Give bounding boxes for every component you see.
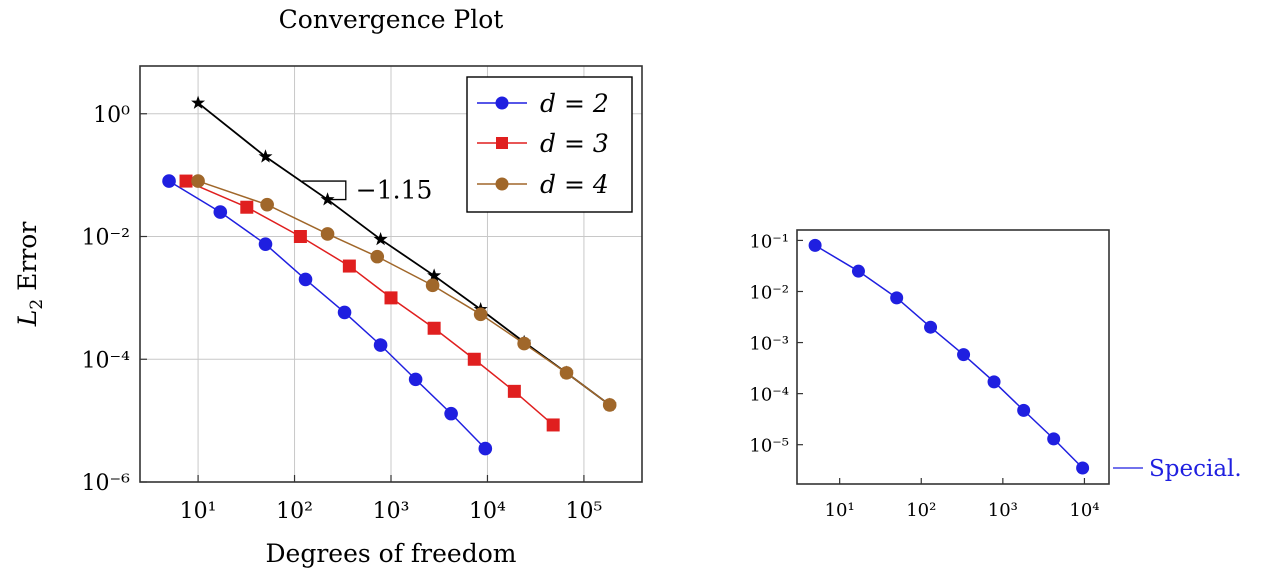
special-y-tick-label: 10⁻⁴	[749, 385, 789, 406]
data-point	[342, 259, 356, 273]
special-series	[808, 238, 1090, 475]
data-point	[373, 338, 388, 352]
series-line	[168, 180, 486, 450]
data-point	[517, 336, 531, 351]
data-point	[559, 366, 574, 380]
data-point	[191, 95, 206, 109]
data-point	[320, 192, 335, 206]
legend-marker-d3	[496, 137, 508, 149]
data-point	[320, 227, 335, 241]
special-data-point	[851, 264, 865, 278]
x-tick-label: 10²	[276, 499, 313, 524]
special-series-layer	[808, 238, 1090, 475]
special-y-tick-label: 10⁻⁵	[749, 436, 789, 457]
special-y-axis-ticks: 10⁻¹ 10⁻² 10⁻³ 10⁻⁴ 10⁻⁵	[749, 231, 803, 457]
special-data-point	[987, 375, 1001, 389]
special-data-point	[808, 238, 822, 252]
legend-label-d3: d = 3	[540, 129, 609, 158]
legend: d = 2 d = 3 d = 4	[466, 76, 633, 213]
x-axis-ticks: 10¹ 10² 10³ 10⁴ 10⁵	[180, 475, 603, 524]
y-tick-label: 10⁻⁴	[82, 348, 131, 373]
data-point	[408, 372, 423, 387]
special-data-point	[957, 348, 971, 362]
data-point	[507, 384, 521, 398]
y-axis-label: L2 Error	[13, 222, 47, 328]
x-tick-label: 10³	[373, 499, 410, 524]
data-point	[384, 291, 398, 305]
legend-marker-d4	[495, 177, 509, 191]
data-point	[425, 278, 440, 293]
data-point	[240, 200, 254, 214]
series-d-4	[191, 174, 617, 412]
special-y-tick-label: 10⁻¹	[749, 231, 789, 252]
special-data-point	[1047, 432, 1061, 446]
data-point	[473, 307, 488, 322]
special-x-tick-label: 10³	[988, 500, 1018, 521]
special-x-tick-label: 10⁴	[1069, 500, 1099, 521]
data-point	[191, 174, 205, 188]
legend-box	[466, 76, 633, 213]
x-tick-label: 10⁴	[469, 499, 506, 524]
y-tick-label: 10⁻²	[82, 226, 130, 251]
slope-triangle: −1.15	[302, 175, 432, 204]
data-point	[293, 230, 307, 244]
slope-triangle-path	[302, 180, 347, 201]
y-tick-label: 10⁰	[93, 103, 130, 128]
legend-item-d3: d = 3	[477, 129, 609, 158]
legend-item-d2: d = 2	[477, 89, 609, 118]
data-point	[427, 321, 441, 335]
series-line	[185, 180, 554, 426]
special-data-point	[890, 291, 904, 305]
special-x-tick-label: 10²	[906, 500, 936, 521]
data-point	[478, 441, 493, 456]
special-x-tick-label: 10¹	[825, 500, 855, 521]
legend-label-d4: d = 4	[540, 170, 609, 199]
special-y-tick-label: 10⁻²	[749, 282, 789, 303]
special-data-point	[1017, 403, 1031, 417]
special-data-point	[924, 320, 938, 334]
data-point	[337, 305, 352, 320]
special-plot-frame	[796, 229, 1110, 485]
data-point	[260, 197, 274, 212]
data-point	[427, 268, 442, 282]
special-series-line	[814, 244, 1084, 469]
legend-marker-d2	[495, 96, 509, 110]
y-tick-label: 10⁻⁶	[82, 471, 131, 496]
data-point	[258, 149, 273, 163]
data-point	[162, 174, 176, 188]
x-axis-label: Degrees of freedom	[266, 539, 517, 568]
x-tick-label: 10¹	[180, 499, 217, 524]
special-annotation-label: Special.	[1149, 456, 1242, 482]
series-d-3	[179, 174, 560, 432]
data-point	[370, 249, 385, 264]
data-point	[258, 237, 273, 251]
data-point	[546, 418, 560, 432]
data-point	[213, 205, 228, 219]
data-point	[467, 352, 481, 366]
special-x-axis-ticks: 10¹ 10² 10³ 10⁴	[825, 478, 1100, 521]
data-point	[373, 231, 388, 246]
chart-title: Convergence Plot	[279, 5, 504, 34]
legend-label-d2: d = 2	[540, 89, 609, 118]
special-data-point	[1076, 461, 1090, 475]
series-layer	[162, 95, 617, 456]
series-d-2	[162, 174, 493, 456]
convergence-chart: Convergence Plot 10¹ 10² 10³ 10⁴ 10⁵ 10⁰ 10⁻²…	[13, 5, 643, 568]
x-tick-label: 10⁵	[566, 499, 603, 524]
data-point	[444, 406, 458, 421]
data-point	[179, 174, 193, 188]
y-axis-ticks: 10⁰ 10⁻² 10⁻⁴ 10⁻⁶	[82, 103, 147, 496]
legend-item-d4: d = 4	[477, 170, 609, 199]
data-point	[298, 272, 313, 287]
special-y-tick-label: 10⁻³	[749, 334, 789, 355]
special-chart: 10¹ 10² 10³ 10⁴ 10⁻¹ 10⁻² 10⁻³ 10⁻⁴ 10⁻⁵ Specia…	[749, 229, 1242, 521]
data-point	[602, 398, 617, 412]
slope-label: −1.15	[356, 175, 433, 204]
